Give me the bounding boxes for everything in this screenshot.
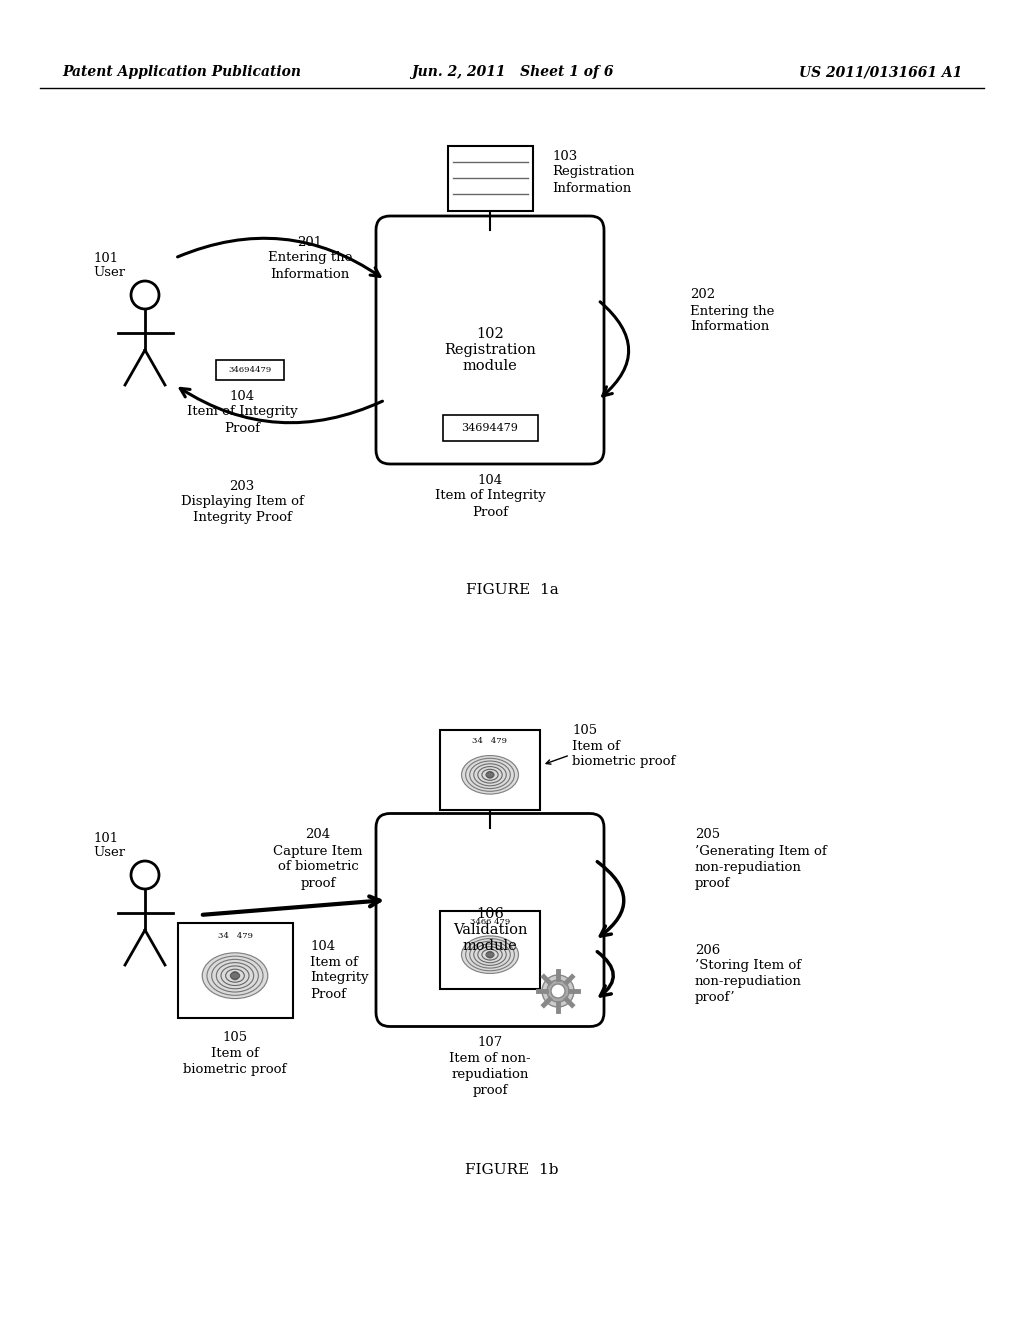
Text: non-repudiation: non-repudiation — [695, 975, 802, 989]
Text: 104: 104 — [477, 474, 503, 487]
Text: of biometric: of biometric — [278, 861, 358, 874]
Ellipse shape — [461, 936, 519, 974]
Text: Capture Item: Capture Item — [273, 845, 362, 858]
Text: 104: 104 — [310, 940, 335, 953]
Text: 203: 203 — [229, 479, 255, 492]
Bar — [447, 145, 532, 210]
Text: Proof: Proof — [310, 987, 346, 1001]
Text: non-repudiation: non-repudiation — [695, 861, 802, 874]
Text: 34694479: 34694479 — [228, 366, 271, 374]
Text: Item of Integrity: Item of Integrity — [186, 405, 297, 418]
Ellipse shape — [230, 972, 240, 981]
Text: 105: 105 — [572, 723, 597, 737]
Text: 204: 204 — [305, 829, 331, 842]
Text: Information: Information — [270, 268, 349, 281]
Text: Jun. 2, 2011   Sheet 1 of 6: Jun. 2, 2011 Sheet 1 of 6 — [411, 65, 613, 79]
Text: 205: 205 — [695, 829, 720, 842]
Text: 105: 105 — [222, 1031, 248, 1044]
Text: Item of non-: Item of non- — [450, 1052, 530, 1065]
Text: repudiation: repudiation — [452, 1068, 528, 1081]
Text: Item of: Item of — [310, 956, 357, 969]
Text: 201: 201 — [297, 235, 323, 248]
Text: Patent Application Publication: Patent Application Publication — [62, 65, 301, 79]
Text: Proof: Proof — [472, 506, 508, 519]
Text: 103: 103 — [552, 149, 578, 162]
Circle shape — [547, 979, 569, 1002]
Text: Item of Integrity: Item of Integrity — [434, 490, 546, 503]
Bar — [440, 911, 540, 989]
Text: Registration: Registration — [552, 165, 635, 178]
Ellipse shape — [202, 952, 268, 999]
Text: 206: 206 — [695, 944, 720, 957]
Circle shape — [551, 983, 565, 998]
Text: proof: proof — [472, 1084, 508, 1097]
Text: User: User — [93, 846, 125, 858]
Text: 3466 479: 3466 479 — [470, 917, 510, 925]
Text: biometric proof: biometric proof — [572, 755, 676, 768]
Text: FIGURE  1b: FIGURE 1b — [465, 1163, 559, 1177]
Text: biometric proof: biometric proof — [183, 1063, 287, 1076]
Text: Entering the: Entering the — [268, 252, 352, 264]
Text: Displaying Item of: Displaying Item of — [180, 495, 303, 508]
Text: 104: 104 — [229, 389, 255, 403]
Text: 34694479: 34694479 — [462, 422, 518, 433]
Text: 107: 107 — [477, 1036, 503, 1049]
Text: 102
Registration
module: 102 Registration module — [444, 327, 536, 374]
Text: Integrity: Integrity — [310, 972, 369, 985]
Text: proof: proof — [695, 876, 730, 890]
Text: proof’: proof’ — [695, 991, 735, 1005]
Bar — [216, 360, 284, 380]
Text: Item of: Item of — [211, 1047, 259, 1060]
Text: ’Generating Item of: ’Generating Item of — [695, 845, 826, 858]
Text: 34   479: 34 479 — [472, 737, 508, 746]
Ellipse shape — [461, 755, 519, 795]
Text: 101: 101 — [93, 252, 118, 264]
Text: Item of: Item of — [572, 739, 620, 752]
Circle shape — [542, 975, 574, 1007]
Text: proof: proof — [300, 876, 336, 890]
Text: 101: 101 — [93, 832, 118, 845]
Ellipse shape — [486, 771, 494, 779]
Text: Proof: Proof — [224, 421, 260, 434]
Text: Information: Information — [552, 181, 631, 194]
Text: 106
Validation
module: 106 Validation module — [453, 907, 527, 953]
Text: User: User — [93, 265, 125, 279]
Text: Information: Information — [690, 321, 769, 334]
FancyBboxPatch shape — [376, 216, 604, 465]
Text: US 2011/0131661 A1: US 2011/0131661 A1 — [799, 65, 962, 79]
Text: Integrity Proof: Integrity Proof — [193, 511, 292, 524]
Text: 34   479: 34 479 — [217, 932, 253, 940]
Ellipse shape — [486, 950, 494, 958]
Text: 202: 202 — [690, 289, 715, 301]
Text: Entering the: Entering the — [690, 305, 774, 318]
Text: ’Storing Item of: ’Storing Item of — [695, 960, 801, 973]
Bar — [177, 923, 293, 1018]
Bar — [440, 730, 540, 810]
Text: FIGURE  1a: FIGURE 1a — [466, 583, 558, 597]
Bar — [442, 414, 538, 441]
FancyBboxPatch shape — [376, 813, 604, 1027]
